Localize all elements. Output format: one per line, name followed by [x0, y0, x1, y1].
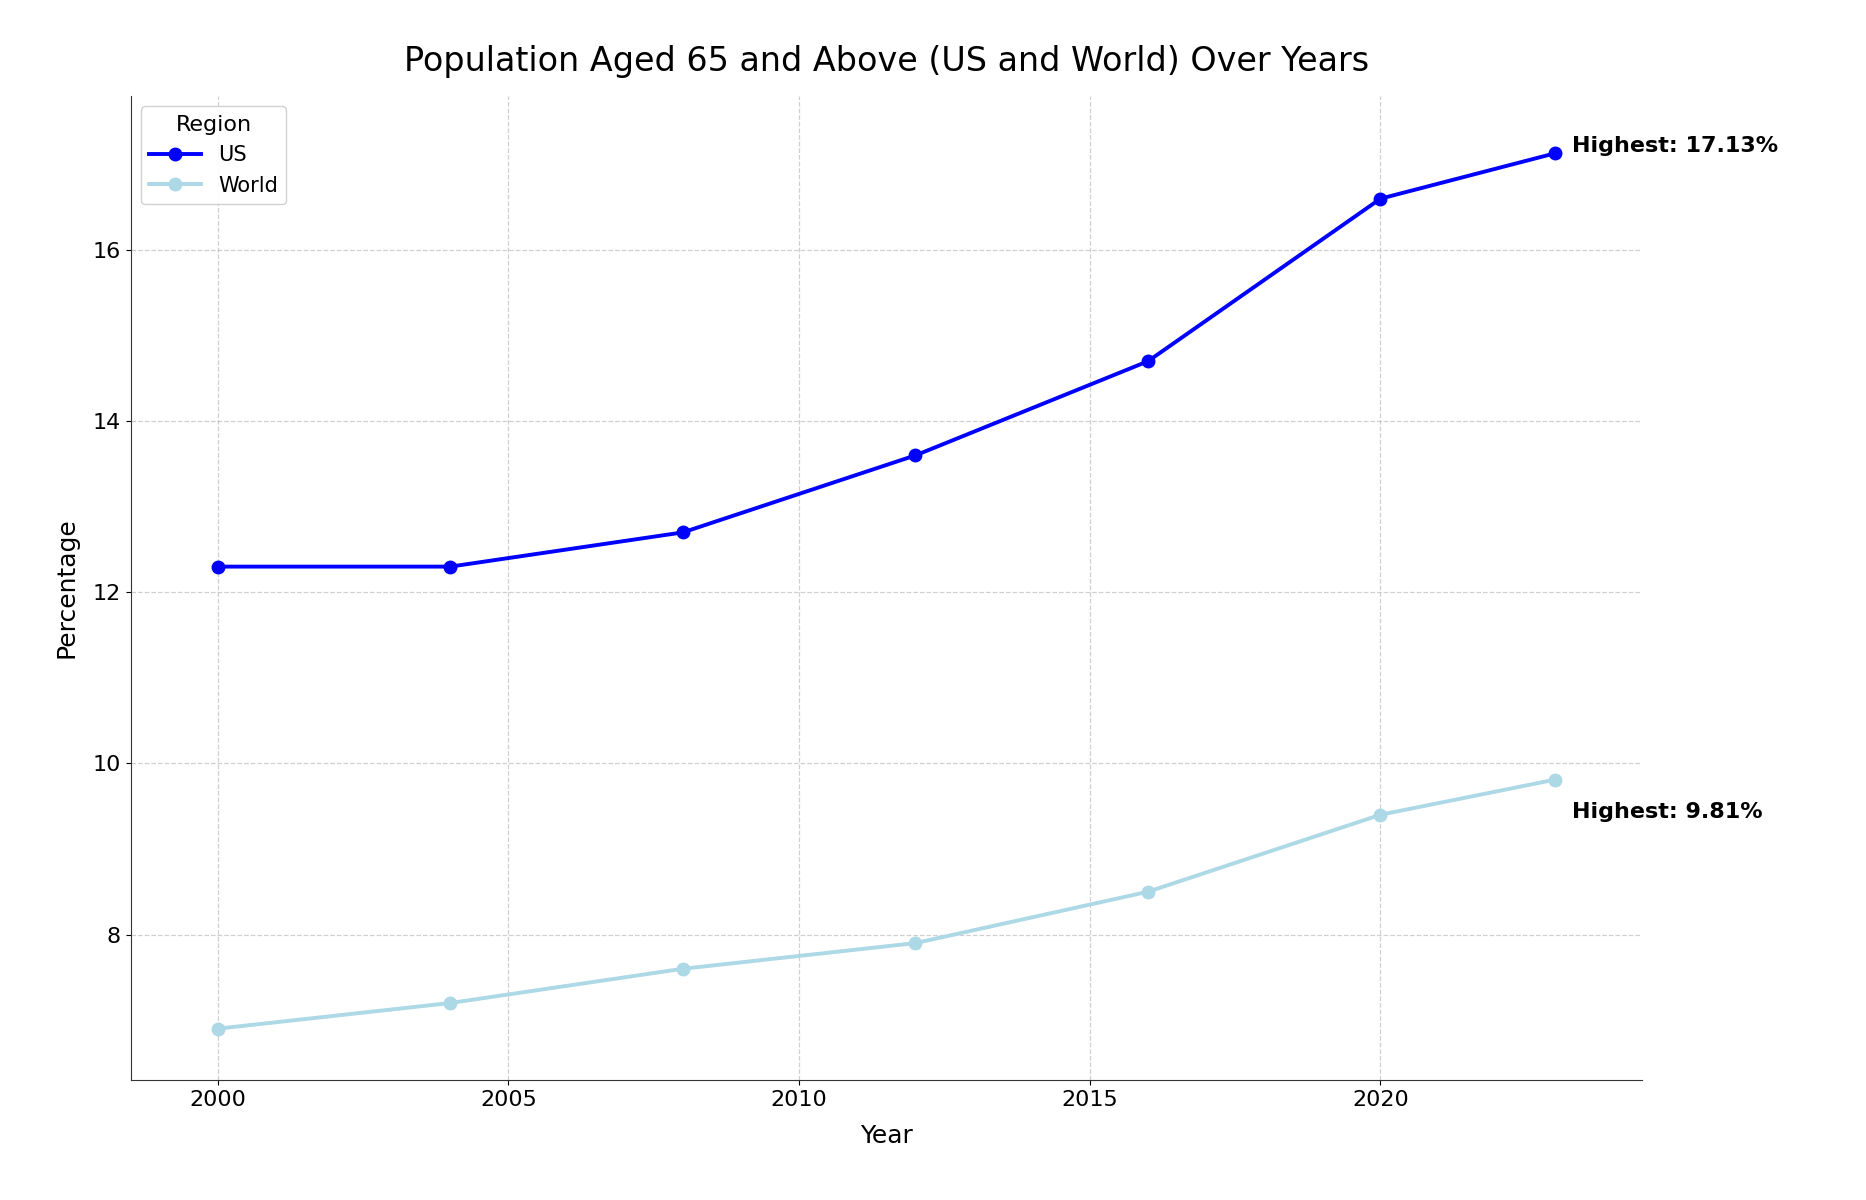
US [1136, 354, 1159, 368]
US [672, 526, 694, 540]
World [439, 996, 461, 1010]
Text: Highest: 17.13%: Highest: 17.13% [1573, 137, 1778, 156]
US [439, 559, 461, 574]
X-axis label: Year: Year [860, 1123, 912, 1147]
World [207, 1021, 230, 1036]
Title: Population Aged 65 and Above (US and World) Over Years: Population Aged 65 and Above (US and Wor… [403, 44, 1370, 78]
World [1136, 884, 1159, 899]
US [207, 559, 230, 574]
US [1370, 192, 1392, 206]
Line: US: US [211, 148, 1562, 572]
US [1543, 146, 1566, 161]
World [1370, 808, 1392, 822]
World [1543, 773, 1566, 787]
Line: World: World [211, 774, 1562, 1034]
World [905, 936, 927, 950]
US [905, 448, 927, 462]
Legend: US, World: US, World [142, 107, 285, 204]
Y-axis label: Percentage: Percentage [54, 517, 78, 659]
Text: Highest: 9.81%: Highest: 9.81% [1573, 802, 1763, 822]
World [672, 961, 694, 976]
